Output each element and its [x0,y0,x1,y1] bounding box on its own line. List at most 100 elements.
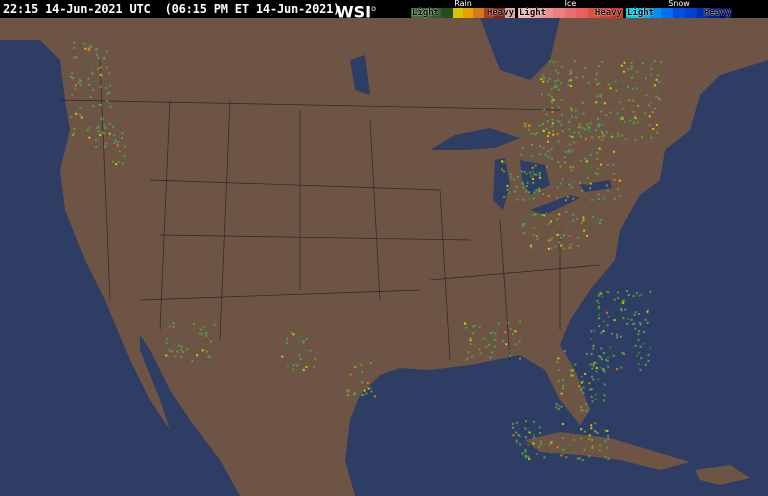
precip-pixel [88,127,91,130]
precip-pixel [580,375,583,378]
precip-pixel [182,350,185,353]
precip-pixel [543,77,546,80]
legend-swatch [720,8,733,18]
precip-pixel [298,347,301,350]
precip-pixel [522,186,525,189]
precip-pixel [626,85,629,88]
precip-pixel [542,80,545,83]
precip-pixel [195,354,198,357]
precip-pixel [569,69,572,72]
precip-pixel [104,145,107,148]
border-line [369,119,381,301]
precip-pixel [569,73,572,76]
precip-pixel [589,182,592,185]
precip-pixel [527,443,530,446]
precip-pixel [584,157,587,160]
precip-pixel [287,344,290,347]
precip-pixel [305,365,308,368]
precip-pixel [296,368,299,371]
precip-pixel [604,456,607,459]
precip-pixel [347,390,350,393]
precip-pixel [106,50,109,53]
precip-pixel [655,78,658,81]
precip-pixel [70,75,73,78]
precip-pixel [521,452,524,455]
precip-pixel [616,368,619,371]
legend-swatch [483,8,495,18]
precip-pixel [118,150,121,153]
precip-pixel [102,117,105,120]
precip-pixel [307,337,310,340]
precip-pixel [613,319,616,322]
precip-pixel [569,151,572,154]
border-line [139,289,421,301]
precip-pixel [559,236,562,239]
precip-pixel [301,333,304,336]
precip-pixel [634,311,637,314]
precip-pixel [205,331,208,334]
precip-pixel [530,210,533,213]
precip-pixel [588,125,591,128]
precip-pixel [602,399,605,402]
precip-pixel [569,84,572,87]
precip-pixel [622,352,625,355]
precip-pixel [167,347,170,350]
precip-pixel [649,102,652,105]
precip-pixel [512,178,515,181]
precip-pixel [522,232,525,235]
precip-pixel [568,443,571,446]
precip-pixel [602,167,605,170]
precip-pixel [591,445,594,448]
precip-pixel [602,330,605,333]
precip-pixel [653,107,656,110]
precip-pixel [571,149,574,152]
precip-pixel [619,118,622,121]
precip-pixel [658,81,661,84]
precip-pixel [539,431,542,434]
border-line [59,99,561,111]
precip-pixel [201,325,204,328]
precip-pixel [88,52,91,55]
precip-pixel [537,194,540,197]
precip-pixel [292,364,295,367]
precip-pixel [544,156,547,159]
precip-pixel [575,76,578,79]
precip-pixel [648,124,651,127]
precip-pixel [531,170,534,173]
precip-pixel [104,127,107,130]
precip-pixel [589,363,592,366]
precip-pixel [502,170,505,173]
precip-pixel [600,130,603,133]
precip-pixel [576,457,579,460]
precip-pixel [586,123,589,126]
precip-pixel [632,120,635,123]
border-line [429,264,601,281]
precip-pixel [617,291,620,294]
precip-pixel [621,351,624,354]
precip-pixel [589,388,592,391]
precip-pixel [636,354,639,357]
precip-pixel [467,351,470,354]
precip-pixel [526,181,529,184]
precip-pixel [572,164,575,167]
precip-pixel [613,197,616,200]
precip-pixel [580,381,583,384]
precip-pixel [609,346,612,349]
border-line [159,99,171,331]
precip-pixel [605,184,608,187]
precip-pixel [567,105,570,108]
cuba-island [525,432,690,470]
legend-swatch [463,8,474,18]
precip-pixel [557,79,560,82]
precip-pixel [74,129,77,132]
precip-pixel [588,434,591,437]
precip-pixel [621,116,624,119]
precip-pixel [619,335,622,338]
precip-pixel [97,130,100,133]
precip-pixel [631,106,634,109]
precip-pixel [620,309,623,312]
precip-pixel [525,172,528,175]
legend-swatch [529,8,542,18]
precip-pixel [549,239,552,242]
precip-pixel [547,194,550,197]
